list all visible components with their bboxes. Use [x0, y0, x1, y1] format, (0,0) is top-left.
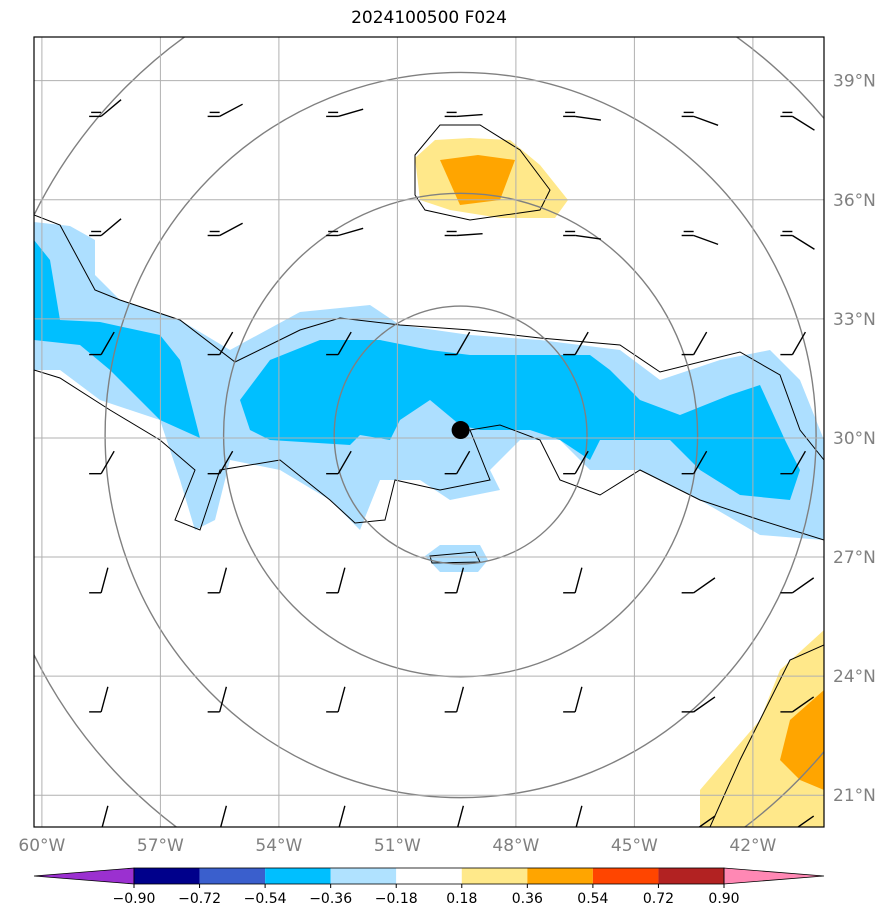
- colorbar-tick-label: 0.54: [577, 891, 608, 907]
- wind-barb: [681, 450, 708, 475]
- wind-barb: [326, 227, 364, 237]
- colorbar-min-extension: [33, 867, 135, 885]
- colorbar-bin: [134, 868, 200, 884]
- anomaly-shading: [34, 138, 824, 827]
- wind-barb: [207, 331, 234, 356]
- colorbar-tick-label: −0.72: [178, 891, 221, 907]
- wind-barb: [681, 111, 719, 126]
- wind-barb: [780, 696, 815, 713]
- colorbar-tick-label: 0.72: [643, 891, 674, 907]
- wind-barb: [444, 686, 465, 713]
- wind-barb: [780, 450, 807, 475]
- wind-barb: [207, 686, 228, 713]
- se-yellow-blob: [700, 630, 824, 827]
- range-ring: [104, 71, 817, 799]
- wind-barb: [89, 450, 115, 475]
- colorbar-tick-label: −0.36: [309, 891, 352, 907]
- wind-barb: [796, 815, 815, 827]
- wind-barb: [207, 567, 228, 594]
- colorbar-max-extension: [723, 867, 825, 885]
- wind-barb: [563, 686, 583, 713]
- wind-barb: [698, 815, 716, 827]
- wind-barb: [326, 450, 352, 475]
- wind-barb: [444, 230, 483, 237]
- range-ring: [222, 192, 699, 678]
- storm-center-marker: [451, 421, 470, 440]
- wind-barb: [563, 567, 583, 594]
- colorbar-bin: [330, 868, 397, 884]
- wind-barb: [207, 222, 243, 237]
- colorbar-tick-label: −0.90: [113, 891, 156, 907]
- lon-label: 48°W: [492, 836, 539, 856]
- lon-label: 57°W: [137, 836, 184, 856]
- lat-label: 21°N: [833, 786, 876, 806]
- lat-label: 27°N: [833, 548, 876, 568]
- lon-label: 54°W: [255, 836, 302, 856]
- wind-barb: [563, 450, 589, 475]
- wind-barb: [326, 108, 364, 118]
- map-title: 2024100500 F024: [351, 8, 507, 28]
- blue-band: [34, 240, 200, 438]
- lat-label: 39°N: [833, 72, 876, 92]
- longitude-labels: 60°W 57°W 54°W 51°W 48°W 45°W 42°W: [18, 836, 776, 856]
- blue-band-center: [240, 340, 800, 500]
- colorbar-frame: [133, 867, 725, 885]
- colorbar-tick-label: −0.18: [375, 891, 418, 907]
- map-frame: [33, 36, 825, 828]
- colorbar-bin: [592, 868, 659, 884]
- wind-barb: [89, 686, 109, 713]
- colorbar-bin: [199, 868, 266, 884]
- lat-label: 30°N: [833, 429, 876, 449]
- wind-barb: [444, 567, 465, 594]
- lat-label: 24°N: [833, 667, 876, 687]
- wind-barb: [681, 577, 716, 594]
- colorbar: −0.90 −0.72 −0.54 −0.36 −0.18 0.18 0.36 0.54 0.7…: [33, 867, 825, 907]
- colorbar-bin: [461, 868, 528, 884]
- lon-label: 42°W: [729, 836, 776, 856]
- wind-barb: [207, 450, 234, 475]
- lon-label: 60°W: [18, 836, 65, 856]
- latitude-labels: 39°N 36°N 33°N 30°N 27°N 24°N 21°N: [833, 72, 876, 807]
- colorbar-bin: [658, 868, 724, 884]
- colorbar-tick-label: 0.90: [708, 891, 739, 907]
- wind-barb: [207, 103, 243, 118]
- wind-barb: [444, 450, 471, 475]
- colorbar-bin: [527, 868, 593, 884]
- north-orange-blob: [440, 155, 515, 205]
- wind-barb: [780, 230, 815, 250]
- gridlines: [34, 37, 824, 827]
- wind-barb: [780, 577, 815, 594]
- wind-barb: [326, 567, 346, 594]
- wind-barb: [563, 230, 601, 240]
- wind-barb: [681, 696, 716, 713]
- lat-label: 36°N: [833, 191, 876, 211]
- wind-barb: [444, 111, 483, 118]
- wind-barb: [563, 331, 589, 356]
- colorbar-tick-label: 0.18: [446, 891, 477, 907]
- wind-barb: [89, 331, 115, 356]
- wind-barb: [444, 331, 471, 356]
- wind-barb: [563, 111, 601, 121]
- colorbar-bin: [396, 868, 462, 884]
- wind-barb: [681, 331, 708, 356]
- wind-barb: [89, 99, 122, 118]
- wind-barbs: [89, 99, 815, 827]
- lon-label: 45°W: [611, 836, 658, 856]
- colorbar-tick-label: −0.54: [244, 891, 287, 907]
- range-ring: [333, 305, 588, 565]
- wind-barb: [681, 230, 719, 246]
- colorbar-tick-label: 0.36: [512, 891, 543, 907]
- wind-barb: [780, 111, 815, 131]
- lat-label: 33°N: [833, 310, 876, 330]
- lon-label: 51°W: [374, 836, 421, 856]
- wind-barb: [780, 331, 807, 356]
- colorbar-bin: [265, 868, 331, 884]
- wind-barb: [89, 567, 109, 594]
- wind-barb: [89, 218, 122, 237]
- wind-barb: [326, 686, 346, 713]
- wind-barb: [326, 331, 352, 356]
